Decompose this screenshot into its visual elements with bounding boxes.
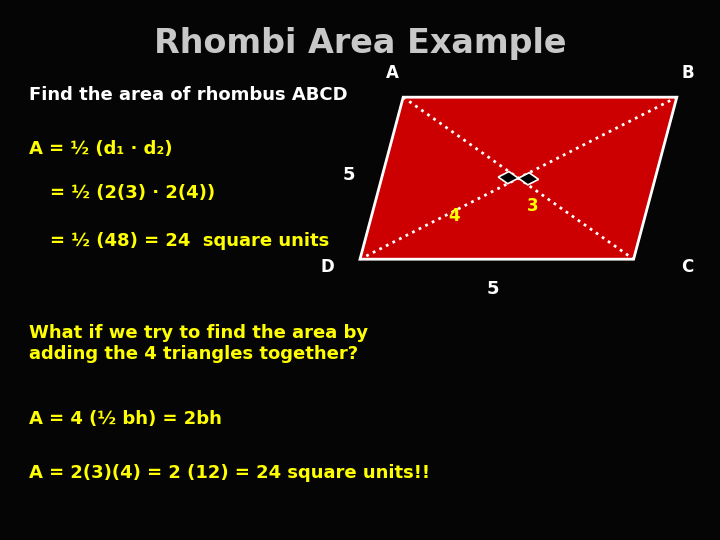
Text: D: D (320, 258, 335, 276)
Polygon shape (498, 172, 518, 184)
Text: C: C (681, 258, 694, 276)
Text: A = 2(3)(4) = 2 (12) = 24 square units!!: A = 2(3)(4) = 2 (12) = 24 square units!! (29, 464, 430, 482)
Text: A = ½ (d₁ · d₂): A = ½ (d₁ · d₂) (29, 140, 172, 158)
Text: Rhombi Area Example: Rhombi Area Example (154, 27, 566, 60)
Polygon shape (518, 173, 539, 185)
Text: Find the area of rhombus ABCD: Find the area of rhombus ABCD (29, 86, 348, 104)
Text: B: B (681, 64, 694, 82)
Text: 5: 5 (343, 166, 356, 185)
Text: What if we try to find the area by
adding the 4 triangles together?: What if we try to find the area by addin… (29, 324, 368, 363)
Polygon shape (360, 97, 677, 259)
Text: = ½ (2(3) · 2(4)): = ½ (2(3) · 2(4)) (50, 184, 215, 201)
Text: 5: 5 (487, 280, 500, 298)
Text: A: A (386, 64, 399, 82)
Text: = ½ (48) = 24  square units: = ½ (48) = 24 square units (50, 232, 330, 250)
Text: 4: 4 (448, 207, 459, 225)
Text: 3: 3 (527, 197, 539, 215)
Text: A = 4 (½ bh) = 2bh: A = 4 (½ bh) = 2bh (29, 410, 222, 428)
